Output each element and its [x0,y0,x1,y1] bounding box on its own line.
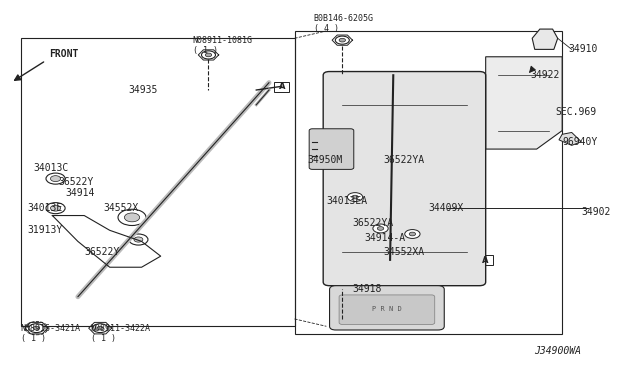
Text: N08911-3422A
( 1 ): N08911-3422A ( 1 ) [91,324,150,343]
Polygon shape [559,132,581,145]
Text: 34910: 34910 [568,44,598,54]
Text: 34935: 34935 [129,85,158,95]
Text: 34013C: 34013C [33,163,68,173]
Text: 36522YA: 36522YA [384,155,425,165]
FancyBboxPatch shape [323,71,486,286]
Circle shape [33,326,40,330]
FancyBboxPatch shape [330,286,444,330]
Text: A: A [278,82,285,91]
Text: 34013EA: 34013EA [326,196,367,206]
Text: 34922: 34922 [531,70,559,80]
Circle shape [46,203,65,214]
Circle shape [339,38,346,42]
Circle shape [348,193,363,202]
Text: 34918: 34918 [352,284,381,294]
Text: B0B146-6205G
( 4 ): B0B146-6205G ( 4 ) [314,14,374,33]
Text: 34902: 34902 [581,207,611,217]
Text: N08911-1081G
( 1 ): N08911-1081G ( 1 ) [193,36,253,55]
Text: 96940Y: 96940Y [562,137,597,147]
Text: 36522Y: 36522Y [59,177,94,187]
Circle shape [118,209,146,225]
Circle shape [202,51,216,59]
Text: FRONT: FRONT [49,49,79,59]
Circle shape [205,53,212,57]
Text: P R N D: P R N D [372,305,402,312]
Text: 31913Y: 31913Y [27,225,62,235]
Text: 36522YA: 36522YA [352,218,393,228]
Circle shape [129,234,148,245]
Text: J34900WA: J34900WA [534,346,581,356]
Circle shape [124,213,140,222]
Bar [274,81,289,92]
Circle shape [373,224,388,233]
Circle shape [134,237,143,242]
Bar [294,31,562,334]
Text: 34950M: 34950M [307,155,342,165]
Text: 34409X: 34409X [428,203,463,213]
FancyBboxPatch shape [309,129,354,169]
Circle shape [378,227,384,230]
Bar [478,255,493,265]
FancyBboxPatch shape [339,295,435,324]
Circle shape [51,205,61,211]
Polygon shape [532,29,557,49]
Text: 34552X: 34552X [103,203,139,213]
Text: 36522Y: 36522Y [84,247,120,257]
Circle shape [404,230,420,238]
Circle shape [409,232,415,236]
Polygon shape [486,57,562,149]
Circle shape [93,324,108,333]
Text: 34914: 34914 [65,188,95,198]
Bar [20,38,294,326]
Text: 34552XA: 34552XA [384,247,425,257]
Circle shape [352,195,358,199]
Text: A: A [483,256,489,265]
Text: SEC.969: SEC.969 [556,107,597,117]
Circle shape [51,176,61,182]
Text: 34013E: 34013E [27,203,62,213]
Text: N08916-3421A
( 1 ): N08916-3421A ( 1 ) [20,324,81,343]
Circle shape [335,36,349,44]
Circle shape [29,324,44,333]
Circle shape [46,173,65,184]
Circle shape [97,326,103,330]
Text: 34914-A: 34914-A [365,233,406,243]
